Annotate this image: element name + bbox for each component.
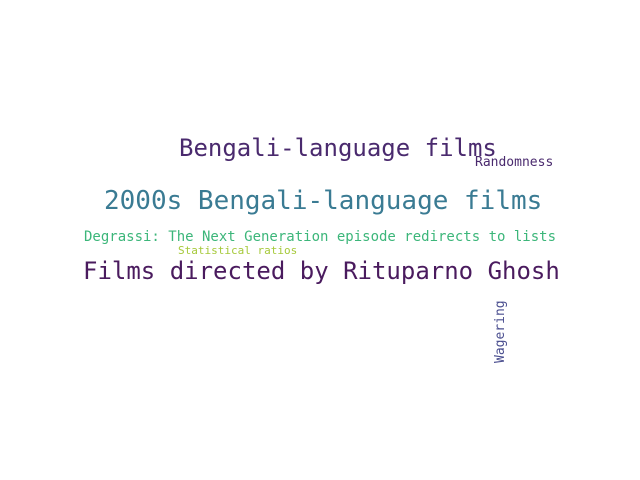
- word-wagering: Wagering: [493, 300, 508, 363]
- word-statistical-ratios: Statistical ratios: [178, 244, 298, 257]
- word-degrassi-redirects: Degrassi: The Next Generation episode re…: [84, 229, 557, 245]
- word-randomness: Randomness: [475, 155, 554, 170]
- word-2000s-bengali-language-films: 2000s Bengali-language films: [104, 186, 543, 216]
- word-bengali-language-films: Bengali-language films: [179, 134, 497, 162]
- word-films-by-rituparno-ghosh: Films directed by Rituparno Ghosh: [83, 257, 560, 285]
